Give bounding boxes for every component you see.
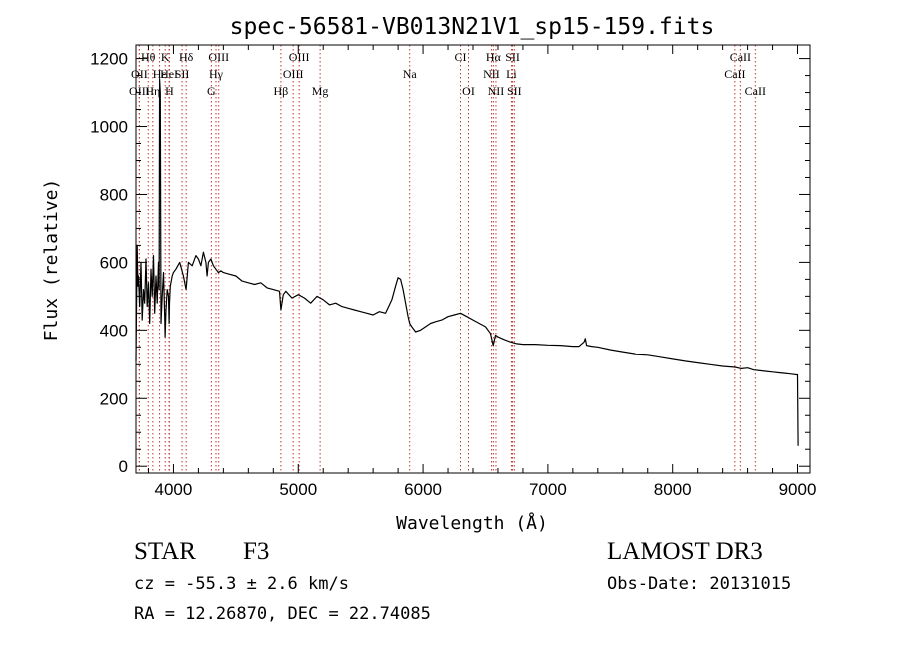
x-tick-label: 9000: [779, 480, 817, 499]
spectral-line-label: CaII: [724, 67, 745, 81]
y-tick-label: 1000: [90, 118, 128, 137]
spectral-line-label: Hθ: [141, 50, 156, 64]
y-tick-label: 1200: [90, 50, 128, 69]
spectrum-series-line: [135, 78, 799, 446]
object-subclass: F3: [243, 538, 270, 565]
redshift-cz: cz = -55.3 ± 2.6 km/s: [134, 574, 349, 594]
observation-date: Obs-Date: 20131015: [607, 574, 792, 594]
x-tick-label: 6000: [404, 480, 442, 499]
spectral-line-label: H: [165, 84, 174, 98]
spectral-line-label: OIII: [283, 67, 304, 81]
spectral-line-label: OIII: [208, 50, 229, 64]
y-tick-label: 400: [100, 321, 128, 340]
spectral-line-label: Hγ: [209, 67, 224, 81]
spectral-line-label: Li: [506, 67, 517, 81]
object-class: STAR: [134, 538, 196, 565]
spectral-line-label: Hα: [486, 50, 502, 64]
chart-title: spec-56581-VB013N21V1_sp15-159.fits: [230, 14, 715, 40]
spectral-line-label: OI: [462, 84, 475, 98]
spectral-line-label: SII: [505, 50, 520, 64]
y-tick-label: 800: [100, 185, 128, 204]
spectral-line-label: OIII: [289, 50, 310, 64]
y-tick-label: 0: [119, 457, 128, 476]
spectral-line-label: OIII: [129, 84, 150, 98]
plot-frame: [135, 44, 811, 474]
y-axis-label: Flux (relative): [41, 179, 62, 342]
y-axis-ticks: 0 200 400 600 800 1000 1200: [90, 50, 810, 476]
x-axis-label: Wavelength (Å): [396, 512, 548, 534]
spectral-line-label: NII: [483, 67, 500, 81]
coordinates: RA = 12.26870, DEC = 22.74085: [134, 604, 431, 624]
spectral-line-label: CI: [455, 50, 467, 64]
spectral-line-label: OII: [131, 67, 148, 81]
x-axis-ticks: 4000 5000 6000 7000 8000 9000: [147, 45, 817, 499]
spectral-line-label: Hη: [145, 84, 160, 98]
spectral-line-label: G: [207, 84, 216, 98]
spectral-line-label: Mg: [312, 84, 329, 98]
x-tick-label: 4000: [155, 480, 193, 499]
spectral-line-label: SII: [175, 67, 190, 81]
spectral-line-label: CaII: [745, 84, 766, 98]
spectral-line-label: Hβ: [274, 84, 289, 98]
y-tick-label: 600: [100, 253, 128, 272]
spectral-line-label: SII: [507, 84, 522, 98]
spectral-line-label: Hδ: [179, 50, 194, 64]
x-tick-label: 8000: [654, 480, 692, 499]
y-tick-label: 200: [100, 389, 128, 408]
spectral-line-label: Hε: [153, 67, 167, 81]
x-tick-label: 7000: [529, 480, 567, 499]
survey-name: LAMOST DR3: [607, 538, 763, 565]
spectral-line-label: K: [161, 50, 170, 64]
spectral-lines-layer: [138, 45, 756, 473]
spectral-line-label: Na: [403, 67, 418, 81]
spectral-line-label: CaII: [730, 50, 751, 64]
x-tick-label: 5000: [279, 480, 317, 499]
spectral-line-label: HeI: [160, 67, 178, 81]
spectral-line-label: NII: [488, 84, 505, 98]
